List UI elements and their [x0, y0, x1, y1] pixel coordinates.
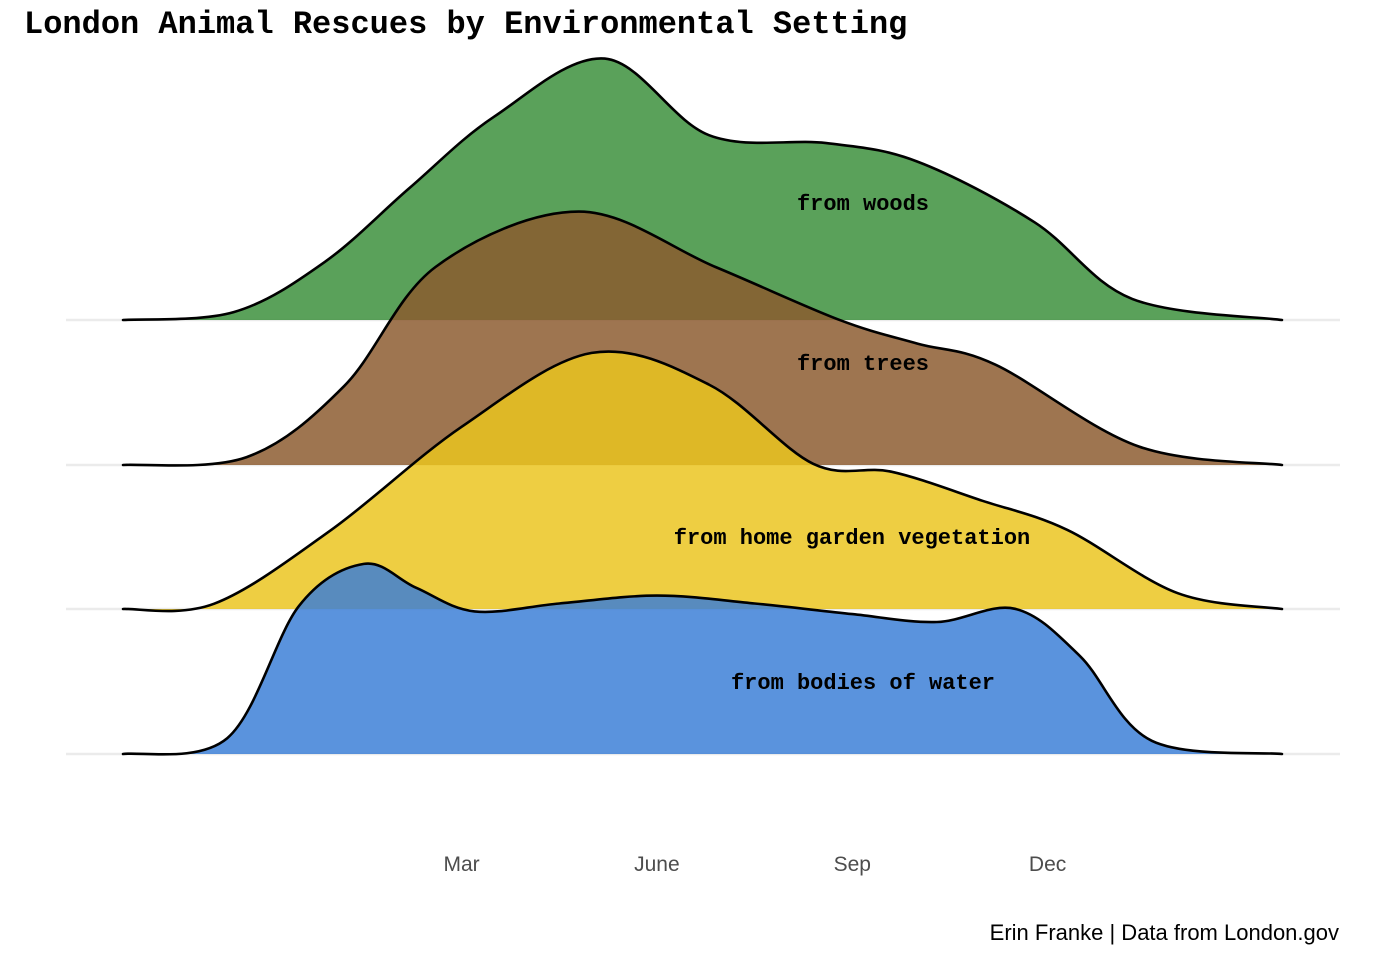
- ridge-outline-from-woods: [121, 57, 1284, 322]
- ridge-area-from-trees: [123, 211, 1282, 466]
- ridge-area-from-home-garden-vegetation: [123, 351, 1282, 612]
- ridge-area-from-woods: [123, 58, 1282, 320]
- chart-title: London Animal Rescues by Environmental S…: [24, 6, 908, 43]
- ridge-label-from-woods: from woods: [797, 192, 929, 217]
- x-tick-label-june: June: [634, 853, 680, 876]
- chart-caption: Erin Franke | Data from London.gov: [989, 920, 1339, 945]
- ridge-outline-from-bodies-of-water: [121, 562, 1284, 756]
- ridge-label-from-bodies-of-water: from bodies of water: [731, 671, 995, 696]
- ridges-group: [121, 57, 1284, 756]
- ridge-label-from-trees: from trees: [797, 352, 929, 377]
- x-axis-ticks: Mar June Sep Dec: [444, 853, 1067, 876]
- x-tick-label-sep: Sep: [834, 853, 871, 876]
- ridge-labels-group: from woods from trees from home garden veg…: [674, 192, 1030, 696]
- ridge-outline-from-home-garden-vegetation: [121, 350, 1284, 613]
- x-tick-label-dec: Dec: [1029, 853, 1066, 876]
- ridge-outline-from-trees: [121, 210, 1284, 467]
- x-tick-label-mar: Mar: [444, 853, 480, 876]
- ridge-area-from-bodies-of-water: [123, 563, 1282, 755]
- ridge-label-from-home-garden-vegetation: from home garden vegetation: [674, 526, 1030, 551]
